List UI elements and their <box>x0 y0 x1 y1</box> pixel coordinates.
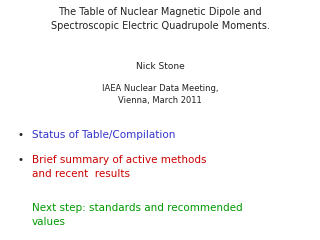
Text: •: • <box>18 155 24 165</box>
Text: IAEA Nuclear Data Meeting,
Vienna, March 2011: IAEA Nuclear Data Meeting, Vienna, March… <box>102 84 218 106</box>
Text: •: • <box>18 130 24 140</box>
Text: Nick Stone: Nick Stone <box>136 62 184 72</box>
Text: Next step: standards and recommended
values: Next step: standards and recommended val… <box>32 203 243 227</box>
Text: Brief summary of active methods
and recent  results: Brief summary of active methods and rece… <box>32 155 206 179</box>
Text: Status of Table/Compilation: Status of Table/Compilation <box>32 130 175 140</box>
Text: The Table of Nuclear Magnetic Dipole and
Spectroscopic Electric Quadrupole Momen: The Table of Nuclear Magnetic Dipole and… <box>51 7 269 31</box>
